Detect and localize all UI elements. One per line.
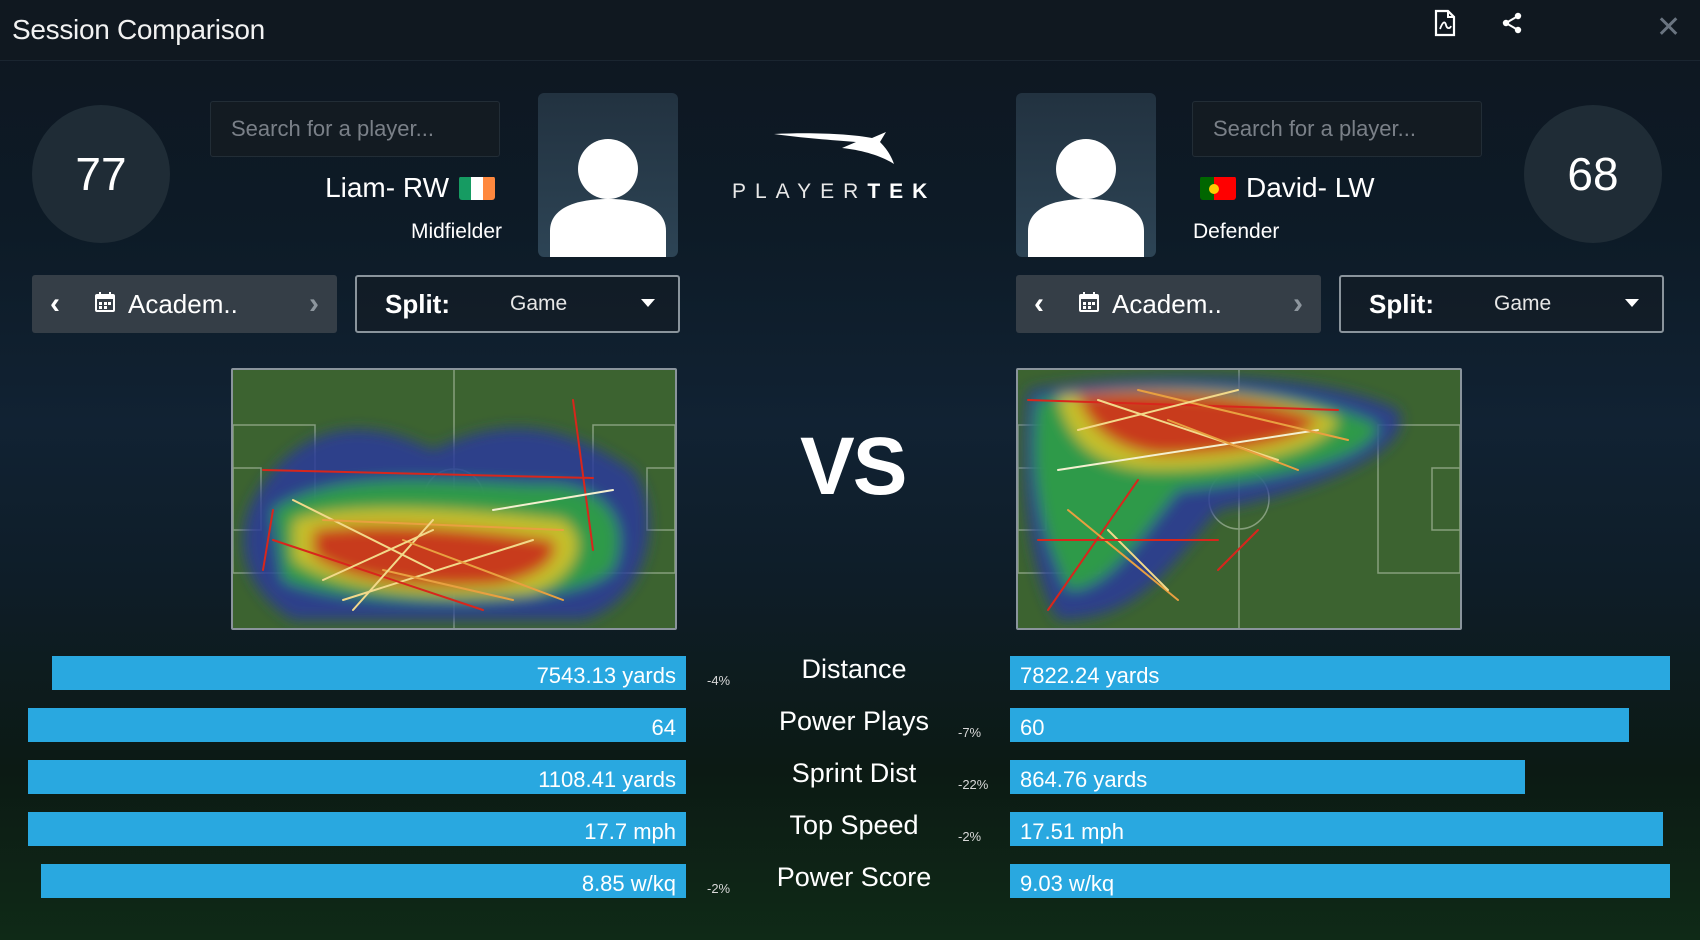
stat-metric-label: Top Speed (789, 810, 919, 840)
right-stat-value: 9.03 w/kq (1020, 871, 1115, 896)
title-bar (0, 0, 1700, 61)
left-stat-bar: 17.7 mph (28, 812, 686, 846)
right-player-heatmap (1016, 368, 1462, 630)
right-session-next-icon[interactable]: › (1293, 287, 1303, 320)
left-player-name: Liam- RW (325, 172, 449, 203)
right-player-name-row: David- LW (1200, 172, 1375, 204)
chevron-down-icon (640, 295, 656, 313)
right-stat-bar: 9.03 w/kq (1010, 864, 1670, 898)
left-session-next-icon[interactable]: › (309, 287, 319, 320)
right-player-avatar (1016, 93, 1156, 257)
share-icon[interactable] (1497, 8, 1527, 38)
calendar-icon (94, 291, 116, 318)
right-player-search-input[interactable] (1192, 101, 1482, 157)
right-split-dropdown[interactable]: Split: Game (1339, 275, 1664, 333)
left-stat-bar: 64 (28, 708, 686, 742)
left-stat-bar: 8.85 w/kq (41, 864, 686, 898)
left-split-value: Game (510, 292, 568, 315)
stat-delta: -7% (958, 725, 982, 740)
right-stat-bar: 7822.24 yards (1010, 656, 1670, 690)
calendar-icon (1078, 291, 1100, 318)
stat-metric-label: Power Plays (778, 706, 930, 736)
left-stat-value: 7543.13 yards (536, 663, 676, 688)
left-player-avatar (538, 93, 678, 257)
right-session-label: Academ.. (1112, 288, 1222, 319)
stat-metric-label: Power Score (776, 862, 932, 892)
right-player-position: Defender (1193, 220, 1280, 243)
stat-delta: -2% (707, 881, 731, 896)
left-stat-value: 17.7 mph (584, 819, 676, 844)
left-split-dropdown[interactable]: Split: Game (355, 275, 680, 333)
playertek-logo-text: PLAYERTEK (732, 180, 937, 203)
right-split-key: Split: (1369, 288, 1434, 319)
stat-delta: -22% (958, 777, 989, 792)
left-stat-value: 8.85 w/kq (581, 871, 676, 896)
left-player-name-row: Liam- RW (325, 172, 495, 204)
close-icon[interactable]: ✕ (1656, 11, 1682, 44)
left-player-heatmap (231, 368, 677, 630)
playertek-logo-icon (772, 128, 900, 173)
left-stat-bar: 1108.41 yards (28, 760, 686, 794)
right-stat-value: 17.51 mph (1020, 819, 1124, 844)
left-stat-value: 64 (651, 715, 676, 740)
portugal-flag-icon (1200, 176, 1236, 200)
ireland-flag-icon (459, 176, 495, 200)
right-session-prev-icon[interactable]: ‹ (1034, 287, 1044, 320)
left-split-key: Split: (385, 288, 450, 319)
right-split-value: Game (1494, 292, 1552, 315)
versus-label: VS (800, 421, 907, 512)
right-stat-bar: 17.51 mph (1010, 812, 1663, 846)
right-stat-value: 7822.24 yards (1020, 663, 1160, 688)
left-player-rating: 77 (32, 105, 170, 243)
right-stat-value: 864.76 yards (1020, 767, 1148, 792)
left-player-search-input[interactable] (210, 101, 500, 157)
chevron-down-icon (1624, 295, 1640, 313)
pdf-export-icon[interactable] (1430, 8, 1460, 38)
left-stat-bar: 7543.13 yards (52, 656, 686, 690)
stat-metric-label: Distance (801, 654, 907, 684)
right-session-selector[interactable]: ‹ Academ.. › (1016, 275, 1321, 333)
left-stat-value: 1108.41 yards (538, 767, 676, 792)
right-stat-bar: 864.76 yards (1010, 760, 1525, 794)
left-session-prev-icon[interactable]: ‹ (50, 287, 60, 320)
left-player-position: Midfielder (410, 220, 502, 243)
right-stat-bar: 60 (1010, 708, 1629, 742)
stat-delta: -4% (707, 673, 731, 688)
right-player-name: David- LW (1246, 172, 1375, 203)
left-session-selector[interactable]: ‹ Academ.. › (32, 275, 337, 333)
stat-metric-label: Sprint Dist (791, 758, 917, 788)
right-stat-value: 60 (1020, 715, 1045, 740)
right-player-rating: 68 (1524, 105, 1662, 243)
left-session-label: Academ.. (128, 288, 238, 319)
stat-delta: -2% (958, 829, 982, 844)
window-title: Session Comparison (12, 14, 265, 45)
